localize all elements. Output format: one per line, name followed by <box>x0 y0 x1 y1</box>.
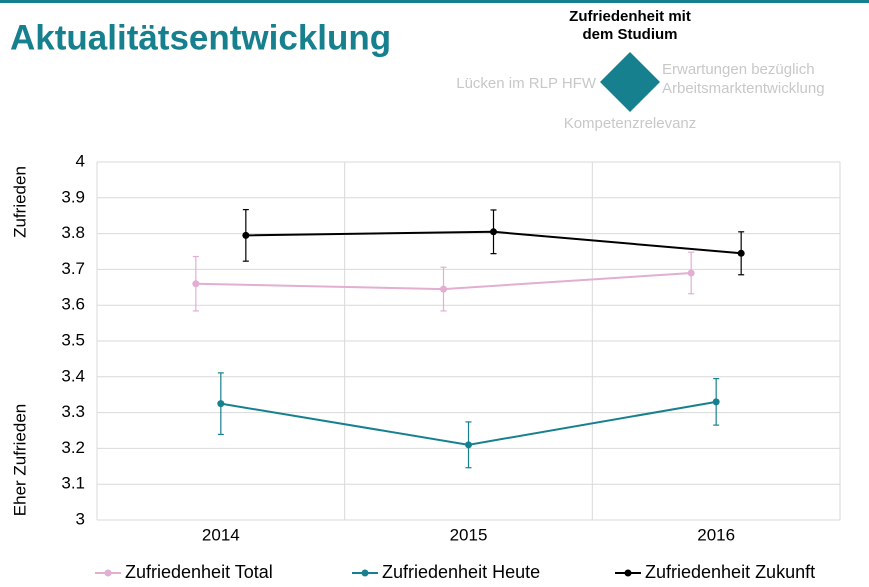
legend-marker <box>361 569 369 577</box>
y-tick-label: 3.9 <box>61 187 85 206</box>
y-tick-label: 3.3 <box>61 402 85 421</box>
data-point <box>712 398 720 406</box>
nav-bottom: Kompetenzrelevanz <box>564 115 697 132</box>
x-tick-label: 2015 <box>450 525 488 544</box>
chart: 3 3.1 3.2 3.3 3.4 3.5 3.6 3.7 3.8 3.9 4 2014 2015 201… <box>10 151 841 582</box>
nav-right: Erwartungen bezüglich Arbeitsmarktentwic… <box>662 61 825 97</box>
y-tick-label: 3.5 <box>61 330 85 349</box>
data-point <box>687 269 695 277</box>
slide-title: Aktualitätsentwicklung <box>10 18 391 57</box>
nav-diamond <box>600 52 660 112</box>
data-point <box>465 441 472 449</box>
data-point <box>192 280 200 288</box>
legend-label: Zufriedenheit Heute <box>382 562 540 582</box>
data-point <box>490 228 497 236</box>
y-tick-label: 3.6 <box>61 295 85 314</box>
y-tick-label: 3 <box>76 509 85 528</box>
data-point <box>242 231 250 239</box>
top-rule <box>0 0 869 3</box>
y-tick-label: 3.1 <box>61 474 85 493</box>
data-point <box>737 249 745 257</box>
y-tick-label: 3.7 <box>61 259 85 278</box>
legend-label: Zufriedenheit Zukunft <box>645 562 815 582</box>
x-tick-label: 2014 <box>202 525 240 544</box>
y-tick-label: 3.4 <box>61 366 85 385</box>
data-point <box>440 285 447 293</box>
x-tick-label: 2016 <box>697 525 735 544</box>
y-annotation: Eher Zufrieden <box>10 404 29 516</box>
legend-label: Zufriedenheit Total <box>125 562 273 582</box>
nav-top: Zufriedenheit mit dem Studium <box>569 8 691 43</box>
y-annotation: Zufrieden <box>10 166 29 238</box>
nav-top-box: Zufriedenheit mit dem Studium <box>569 8 691 43</box>
data-point <box>217 400 225 408</box>
y-tick-label: 3.2 <box>61 438 85 457</box>
nav-right-box: Erwartungen bezüglich Arbeitsmarktentwic… <box>662 61 825 97</box>
legend-marker <box>104 569 112 577</box>
nav-left: Lücken im RLP HFW <box>456 75 597 92</box>
y-tick-label: 4 <box>76 151 85 170</box>
y-tick-label: 3.8 <box>61 223 85 242</box>
legend-marker <box>624 569 632 577</box>
